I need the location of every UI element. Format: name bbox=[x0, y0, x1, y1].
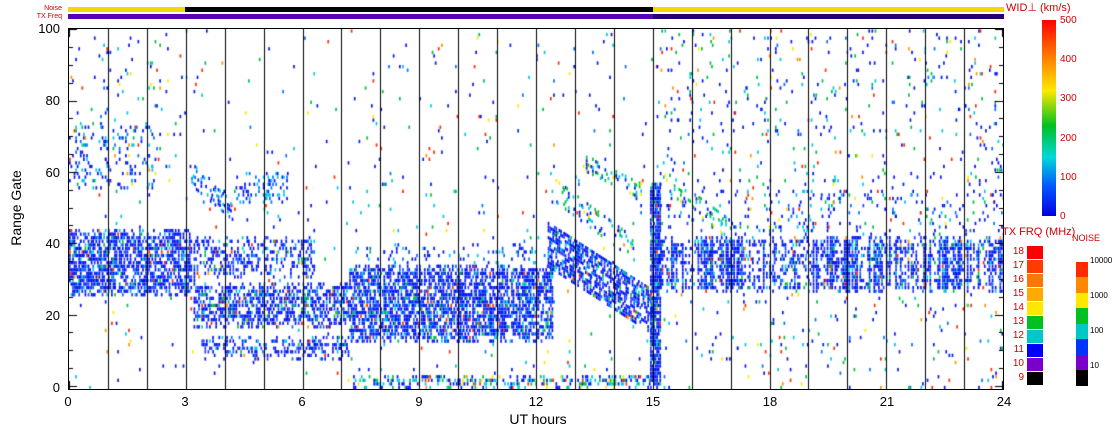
x-axis-title: UT hours bbox=[509, 411, 567, 427]
txfrq-color-cell bbox=[1027, 330, 1043, 343]
txfrq-color-cell bbox=[1027, 246, 1043, 259]
noise-color-cell bbox=[1076, 339, 1088, 356]
txfrq-tick-label: 16 bbox=[1012, 274, 1024, 285]
txfrq-tick-label: 12 bbox=[1012, 330, 1024, 341]
wid-legend-title: WID⊥ (km/s) bbox=[1006, 2, 1071, 14]
x-tick-label: 12 bbox=[528, 394, 544, 409]
txfrq-tick-label: 14 bbox=[1012, 302, 1024, 313]
txfrq-colorbar-legend: TX FRQ (MHz) 18 17 16 15 14 13 12 11 10 9 bbox=[1000, 225, 1118, 435]
noise-tick-label: 10 bbox=[1090, 361, 1099, 370]
noise-colorbar bbox=[1076, 246, 1088, 387]
noise-tick-label: 1000 bbox=[1090, 291, 1108, 300]
wid-tick-label: 400 bbox=[1060, 54, 1077, 66]
txfreq-status-strip bbox=[68, 14, 1004, 19]
txfrq-tick-label: 13 bbox=[1012, 316, 1024, 327]
x-axis-tick-labels: 0 3 6 9 12 15 18 21 24 bbox=[0, 394, 1118, 410]
txfrq-color-cell bbox=[1027, 288, 1043, 301]
y-tick-label: 80 bbox=[45, 93, 60, 109]
x-tick-label: 21 bbox=[879, 394, 895, 409]
noise-strip-label: Noise bbox=[44, 5, 62, 12]
x-tick-label: 0 bbox=[64, 394, 72, 409]
wid-tick-label: 0 bbox=[1060, 211, 1066, 222]
x-tick-label: 24 bbox=[996, 394, 1012, 409]
noise-color-cell bbox=[1076, 246, 1088, 263]
txfrq-tick-label: 17 bbox=[1012, 260, 1024, 271]
x-tick-label: 6 bbox=[298, 394, 306, 409]
noise-color-cell bbox=[1076, 308, 1088, 325]
txfrq-tick-label: 9 bbox=[1018, 372, 1024, 383]
noise-status-strip bbox=[68, 7, 1004, 12]
noise-color-cell bbox=[1076, 277, 1088, 294]
x-tick-label: 15 bbox=[645, 394, 661, 409]
backscatter-heatmap-canvas bbox=[69, 29, 1003, 389]
wid-tick-label: 500 bbox=[1060, 15, 1077, 26]
txfrq-color-cell bbox=[1027, 316, 1043, 329]
txfrq-color-cell bbox=[1027, 358, 1043, 371]
txfrq-color-cell bbox=[1027, 372, 1043, 385]
txfrq-tick-label: 18 bbox=[1012, 246, 1024, 257]
noise-tick-label: 100 bbox=[1090, 326, 1104, 335]
txfrq-color-cell bbox=[1027, 274, 1043, 287]
txfrq-color-cell bbox=[1027, 302, 1043, 315]
plot-frame bbox=[68, 28, 1004, 390]
noise-colorbar-legend: NOISE 10000 1000 100 10 bbox=[1068, 231, 1118, 435]
wid-tick-label: 200 bbox=[1060, 132, 1077, 144]
y-tick-label: 100 bbox=[38, 21, 60, 37]
txfrq-tick-label: 15 bbox=[1012, 288, 1024, 299]
txfrq-tick-label: 11 bbox=[1013, 344, 1024, 355]
txfrq-tick-label: 10 bbox=[1012, 358, 1024, 369]
y-axis-tick-labels: 0 20 40 60 80 100 bbox=[0, 21, 64, 394]
txfreq-strip-label: TX Freq bbox=[36, 13, 62, 20]
strip-segment bbox=[68, 7, 185, 12]
y-tick-label: 40 bbox=[45, 236, 60, 252]
txfrq-legend-title: TX FRQ (MHz) bbox=[1002, 226, 1076, 238]
wid-colorbar bbox=[1042, 20, 1056, 216]
txfrq-color-cell bbox=[1027, 260, 1043, 273]
strip-segment bbox=[185, 7, 653, 12]
y-tick-label: 0 bbox=[52, 379, 60, 395]
strip-segment bbox=[68, 14, 653, 19]
noise-tick-label: 10000 bbox=[1090, 256, 1113, 265]
x-tick-label: 3 bbox=[181, 394, 189, 409]
txfrq-color-cell bbox=[1027, 344, 1043, 357]
noise-color-cell bbox=[1076, 323, 1088, 340]
y-tick-label: 20 bbox=[45, 308, 60, 324]
x-tick-label: 18 bbox=[762, 394, 778, 409]
strip-segment bbox=[653, 7, 1004, 12]
wid-colorbar-legend: WID⊥ (km/s) 500 400 300 200 100 0 bbox=[1004, 0, 1118, 222]
wid-tick-label: 100 bbox=[1060, 171, 1077, 183]
wid-tick-label: 300 bbox=[1060, 93, 1077, 105]
noise-legend-title: NOISE bbox=[1072, 233, 1101, 243]
x-tick-label: 9 bbox=[415, 394, 423, 409]
noise-color-cell bbox=[1076, 261, 1088, 278]
noise-color-cell bbox=[1076, 354, 1088, 371]
noise-color-cell bbox=[1076, 292, 1088, 309]
strip-segment bbox=[653, 14, 1004, 19]
y-tick-label: 60 bbox=[45, 164, 60, 180]
noise-color-cell bbox=[1076, 370, 1088, 387]
